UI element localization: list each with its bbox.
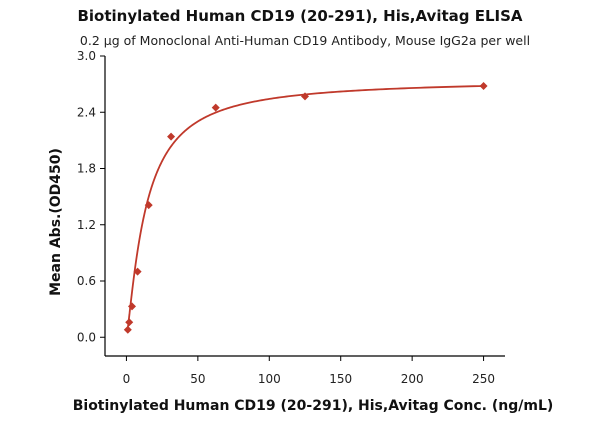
- y-tick-label: 2.4: [77, 105, 96, 119]
- data-point: [167, 132, 176, 141]
- y-axis-label: Mean Abs.(OD450): [48, 148, 64, 296]
- x-axis-label: Biotinylated Human CD19 (20-291), His,Av…: [73, 398, 554, 414]
- x-tick-label: 0: [123, 372, 131, 386]
- data-point: [133, 267, 142, 276]
- y-tick-label: 1.8: [77, 162, 96, 176]
- y-axis: 0.0 0.6 1.2 1.8 2.4 3.0: [77, 49, 106, 356]
- data-point: [211, 103, 220, 112]
- chart-title: Biotinylated Human CD19 (20-291), His,Av…: [77, 7, 522, 25]
- chart-subtitle: 0.2 μg of Monoclonal Anti-Human CD19 Ant…: [80, 33, 530, 48]
- x-axis: 0 50 100 150 200 250: [105, 355, 505, 386]
- data-point: [128, 302, 137, 311]
- y-tick-label: 1.2: [77, 218, 96, 232]
- x-tick-label: 50: [190, 372, 205, 386]
- data-point: [125, 318, 134, 327]
- y-tick-label: 0.0: [77, 330, 96, 344]
- x-tick-label: 200: [401, 372, 424, 386]
- x-tick-label: 100: [258, 372, 281, 386]
- y-tick-label: 0.6: [77, 274, 96, 288]
- data-point: [479, 82, 488, 90]
- y-tick-label: 3.0: [77, 49, 96, 63]
- data-point: [301, 92, 309, 101]
- data-point: [123, 325, 132, 334]
- data-point: [144, 201, 153, 210]
- fit-curve: [126, 85, 484, 329]
- x-tick-label: 250: [472, 372, 495, 386]
- data-points: [123, 82, 488, 334]
- x-tick-label: 150: [329, 372, 352, 386]
